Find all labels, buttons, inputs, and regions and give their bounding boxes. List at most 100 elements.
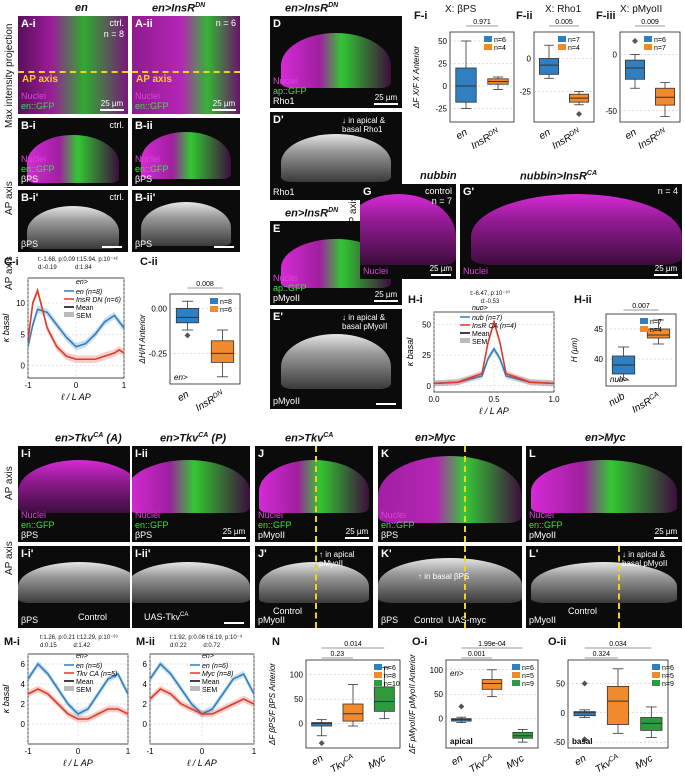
y-tick-label: 100 bbox=[290, 671, 304, 680]
legend-entry: SEM bbox=[76, 313, 91, 320]
y-tick-label: 0 bbox=[561, 709, 566, 718]
box-body bbox=[640, 717, 663, 731]
label-e: E bbox=[273, 223, 281, 235]
title-f-ii: X: Rho1 bbox=[545, 4, 582, 15]
box-outlier bbox=[581, 736, 588, 743]
x-tick-label: Myc bbox=[633, 753, 654, 772]
y-tick-label: 5 bbox=[21, 330, 26, 339]
y-tick-label: 6 bbox=[143, 660, 148, 669]
channels-i-i: Nuclei en::GFP βPS bbox=[21, 510, 55, 540]
axes-frame bbox=[567, 659, 669, 749]
scale-d: 25 µm bbox=[374, 93, 398, 105]
pval-label: 0.23 bbox=[331, 651, 345, 658]
scale-g: 25 µm bbox=[430, 264, 452, 276]
label-o-i: O-i bbox=[412, 636, 428, 648]
label-b-ii: B-ii bbox=[135, 120, 153, 132]
label-i-i: I-i bbox=[21, 448, 31, 460]
note-l-prime: ↓ in apical & basal pMyoII bbox=[622, 550, 668, 568]
y-tick-label: 25 bbox=[438, 60, 447, 69]
channels-b-ii: Nuclei en::GFP βPS bbox=[135, 154, 169, 184]
tag-label: basal bbox=[572, 737, 592, 746]
label-c-ii: C-ii bbox=[140, 256, 158, 268]
panel-b-i: B-i ctrl. Nuclei en::GFP βPS bbox=[18, 118, 128, 186]
side-label-ap-axis-i: AP axis bbox=[4, 466, 15, 500]
title-f-i: X: βPS bbox=[445, 4, 477, 15]
legend-entry: n=10 bbox=[384, 681, 400, 688]
axes-frame bbox=[449, 31, 515, 123]
y-tick-label: 50 bbox=[434, 690, 443, 699]
legend-entry: SEM bbox=[472, 339, 487, 346]
x-tick-label: 0 bbox=[74, 381, 79, 390]
y-tick-label: -25 bbox=[519, 88, 531, 97]
legend-entry: Mean bbox=[202, 679, 220, 686]
x-tick-label: 0.0 bbox=[428, 395, 440, 404]
label-n: N bbox=[272, 636, 280, 648]
legend-entry: Myc (n=8) bbox=[202, 671, 233, 678]
ap-axis-line-a-i bbox=[18, 71, 128, 73]
legend-swatch bbox=[374, 680, 382, 686]
chart-m-i: 0 2 4 6 -1 0 1 ℓ / L AP κ basal en> en (n=6)Tkv CA… bbox=[1, 653, 131, 768]
side-label-ap-axis-i2: AP axis bbox=[4, 541, 15, 575]
box-body bbox=[210, 340, 235, 363]
chart-h-i: 0 25 50 0.0 0.5 1.0 ℓ / L AP κ basal nub> nub (n=… bbox=[405, 306, 560, 416]
y-tick-label: -50 bbox=[553, 738, 565, 747]
y-tick-label: 0 bbox=[299, 720, 304, 729]
note-j-prime: ↑ in apical pMyoII bbox=[319, 550, 355, 568]
inner-label: en> bbox=[450, 669, 464, 678]
x-tick-label: InsRCA bbox=[630, 390, 662, 415]
channels-k: Nuclei en::GFP βPS bbox=[381, 510, 415, 540]
pval-label: 0.008 bbox=[196, 281, 214, 288]
y-tick-label: 0 bbox=[443, 82, 448, 91]
series-sem-band bbox=[28, 685, 128, 723]
box-outlier bbox=[184, 332, 191, 339]
note-e-prime: ↓ in apical & basal pMyoII bbox=[342, 313, 388, 331]
panel-l: L Nuclei en::GFP pMyoII 25 µm bbox=[526, 446, 682, 542]
channel-g: Nuclei bbox=[363, 266, 389, 276]
title-g-prime: nubbin>InsRCA bbox=[520, 170, 598, 183]
x-axis-label: ℓ / L AP bbox=[186, 758, 216, 768]
legend-swatch bbox=[484, 44, 492, 50]
x-tick-label: -1 bbox=[24, 747, 32, 756]
stats-m-ii: t:1.92, p:0.06 t:6.19, p:10⁻⁹ d:0.22 d:0… bbox=[170, 635, 243, 649]
label-f-ii: F-ii bbox=[516, 10, 533, 22]
legend-swatch bbox=[558, 44, 566, 50]
x-tick-label: 1.0 bbox=[548, 395, 560, 404]
box-body bbox=[606, 686, 630, 725]
title-g: nubbin bbox=[420, 170, 457, 182]
label-k-prime: K' bbox=[381, 548, 392, 560]
scale-j: 25 µm bbox=[345, 527, 369, 539]
panel-k-prime: K' ↑ in basal βPS Control UAS-myc βPS bbox=[378, 546, 522, 628]
series-line bbox=[27, 688, 129, 720]
channels-j: Nuclei en::GFP pMyoII bbox=[258, 510, 292, 540]
y-axis-label: ΔF βPS/F βPS Anterior bbox=[268, 663, 277, 746]
channel-g-prime: Nuclei bbox=[463, 266, 489, 276]
pval-label: 1.99e-04 bbox=[478, 641, 506, 648]
y-tick-label: 50 bbox=[294, 695, 303, 704]
legend-entry: n=6 bbox=[384, 665, 396, 672]
x-tick-label: nub bbox=[607, 391, 627, 409]
legend-swatch bbox=[64, 312, 74, 317]
ctrl-i-i-prime: Control bbox=[78, 612, 108, 622]
legend-title: en> bbox=[202, 653, 214, 660]
y-tick-label: 25 bbox=[422, 351, 431, 360]
legend-entry: n=4 bbox=[650, 327, 662, 334]
channels-e: Nuclei ap::GFP pMyoII bbox=[273, 273, 307, 303]
n-a-ii: n = 6 bbox=[215, 18, 236, 28]
panel-b-ii-prime: B-ii' βPS bbox=[132, 190, 240, 252]
legend-entry: Mean bbox=[76, 305, 94, 312]
scale-a-i: 25 µm bbox=[100, 99, 124, 111]
legend-entry: InsR DN (n=6) bbox=[76, 297, 121, 304]
x-tick-label: 1 bbox=[122, 381, 127, 390]
label-b-ii-prime: B-ii' bbox=[135, 192, 156, 204]
pval-label: 0.007 bbox=[632, 303, 650, 310]
box-body bbox=[342, 703, 364, 722]
box-body bbox=[646, 328, 671, 339]
y-tick-label: 0 bbox=[427, 382, 432, 391]
legend-swatch bbox=[210, 298, 218, 304]
box-body bbox=[373, 686, 395, 712]
legend-entry: Tkv CA (n=5) bbox=[76, 671, 117, 678]
legend-entry: nub (n=7) bbox=[472, 315, 502, 322]
x-tick-label: en bbox=[450, 753, 466, 768]
side-label-max-intensity: Max intensity projection bbox=[4, 23, 15, 129]
x-tick-label: -1 bbox=[146, 747, 154, 756]
